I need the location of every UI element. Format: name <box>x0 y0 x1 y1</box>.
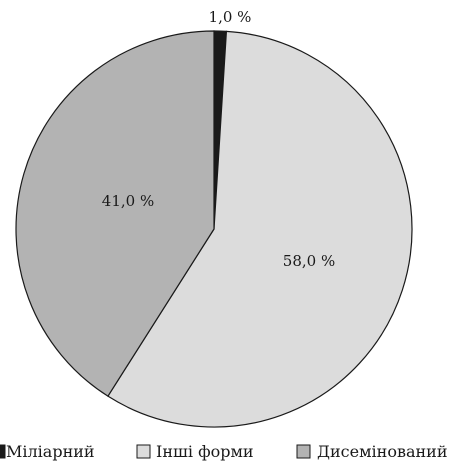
pie-slice <box>15 30 215 398</box>
slice-label: 41,0 % <box>102 192 154 210</box>
legend-swatch <box>0 444 6 459</box>
slice-label: 1,0 % <box>209 8 252 26</box>
legend-label: Міліарний <box>6 442 95 461</box>
slice-labels: 1,0 % 58,0 % 41,0 % <box>102 8 335 270</box>
legend-swatch <box>136 444 151 459</box>
slice-label: 58,0 % <box>283 252 335 270</box>
legend-swatch <box>296 444 311 459</box>
legend-label: Дисемінований <box>317 442 448 461</box>
pie-slice <box>107 30 413 428</box>
legend-label: Інші форми <box>156 442 254 461</box>
pie-slices <box>15 30 413 428</box>
legend: Міліарний Інші форми Дисемінований <box>0 442 448 461</box>
